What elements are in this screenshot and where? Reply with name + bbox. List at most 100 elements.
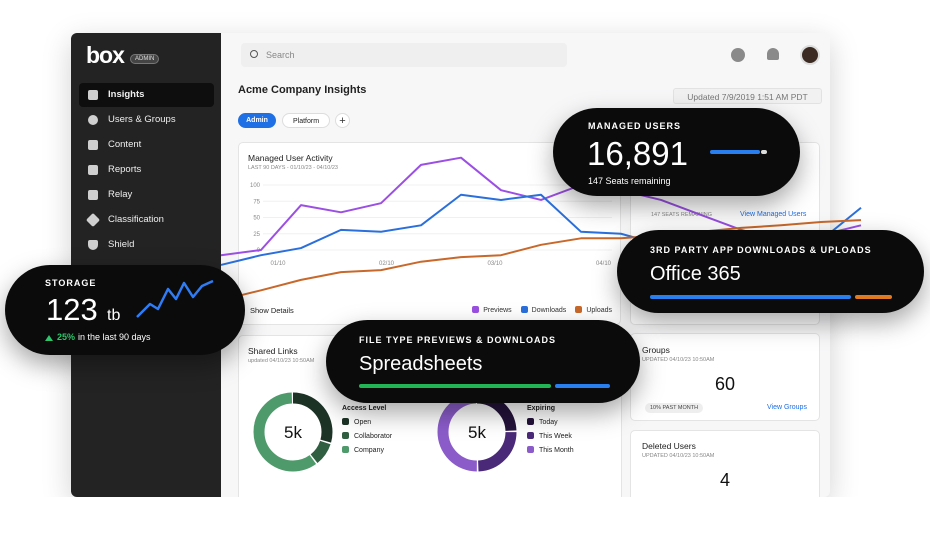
- legend-swatch: [575, 306, 583, 313]
- overlay-value: Spreadsheets: [359, 353, 483, 375]
- nav-icon: [88, 140, 98, 150]
- overlay-note: 147 Seats remaining: [588, 176, 671, 186]
- nav-item[interactable]: Classification: [79, 208, 214, 232]
- search-placeholder: Search: [266, 50, 295, 60]
- nav-item[interactable]: Shield: [79, 233, 214, 257]
- legend-item: Downloads: [520, 306, 567, 314]
- legend-label: This Month: [539, 447, 574, 454]
- search-icon: [250, 50, 258, 58]
- nav-icon: [88, 90, 98, 100]
- progress: [359, 384, 551, 388]
- legend-swatch: [472, 306, 480, 313]
- add-tab[interactable]: +: [335, 113, 350, 128]
- help-icon[interactable]: [731, 48, 745, 62]
- overlay-value: 16,891: [587, 135, 688, 172]
- activity-subtitle: LAST 90 DAYS - 01/10/23 - 04/10/23: [248, 165, 338, 171]
- legend-label: Uploads: [586, 307, 612, 314]
- nav-label: Reports: [108, 164, 142, 175]
- nav-label: Relay: [108, 189, 133, 200]
- view-groups[interactable]: View Groups: [767, 404, 807, 411]
- legend-item: Uploads: [575, 306, 612, 314]
- donut-legend: Access Level Open Collaborator Company: [342, 402, 392, 458]
- progress: [710, 150, 760, 154]
- updated-label: Updated 7/9/2019 1:51 AM PDT: [673, 88, 822, 104]
- legend-item: Today: [527, 416, 574, 430]
- legend-item: Collaborator: [342, 430, 392, 444]
- overlay-label: MANAGED USERS: [588, 121, 682, 131]
- legend: Previews Downloads Uploads: [472, 306, 612, 314]
- logo: box: [86, 42, 125, 68]
- managed-users-overlay: MANAGED USERS 16,891 147 Seats remaining: [553, 108, 800, 196]
- legend-swatch: [520, 306, 528, 313]
- bell-icon[interactable]: [767, 48, 779, 60]
- nav-label: Shield: [108, 239, 135, 250]
- nav-label: Users & Groups: [108, 114, 176, 125]
- third-party-overlay: 3RD PARTY APP DOWNLOADS & UPLOADS Office…: [617, 230, 924, 313]
- deleted-title: Deleted Users: [642, 441, 696, 451]
- show-details[interactable]: Show Details: [250, 306, 294, 315]
- legend-swatch: [527, 432, 534, 439]
- legend-item: Previews: [472, 306, 512, 314]
- legend-label: Previews: [483, 307, 512, 314]
- legend-item: This Month: [527, 444, 574, 458]
- overlay-unit: tb: [107, 307, 121, 324]
- donut-legend: Expiring Today This Week This Month: [527, 402, 574, 458]
- page-bottom: [0, 497, 930, 535]
- nav-item[interactable]: Insights: [79, 83, 214, 107]
- nav-label: Content: [108, 139, 142, 150]
- legend-swatch: [342, 418, 349, 425]
- file-type-overlay: FILE TYPE PREVIEWS & DOWNLOADS Spreadshe…: [326, 320, 640, 403]
- storage-note: in the last 90 days: [78, 332, 151, 342]
- legend-label: Company: [354, 447, 384, 454]
- up-arrow: [45, 335, 53, 341]
- shared-links-updated: updated 04/10/23 10:50AM: [248, 358, 315, 364]
- page-title: Acme Company Insights: [238, 84, 367, 96]
- nav-item[interactable]: Content: [79, 133, 214, 157]
- nav-label: Insights: [108, 89, 145, 100]
- nav-icon: [85, 212, 101, 228]
- overlay-value: 123: [46, 292, 98, 327]
- sparkline-line: [136, 279, 214, 318]
- shared-links-title: Shared Links: [248, 346, 298, 356]
- legend-label: Open: [354, 419, 372, 426]
- activity-title: Managed User Activity: [248, 153, 333, 163]
- legend-swatch: [342, 446, 349, 453]
- overlay-label: 3RD PARTY APP DOWNLOADS & UPLOADS: [650, 245, 872, 255]
- progress-rest: [555, 384, 610, 388]
- tab[interactable]: Platform: [282, 113, 330, 128]
- nav-icon: [88, 165, 98, 175]
- groups-updated: UPDATED 04/10/23 10:50AM: [642, 357, 715, 363]
- nav-label: Classification: [108, 214, 164, 225]
- view-managed-users[interactable]: View Managed Users: [740, 211, 807, 218]
- legend-item: This Week: [527, 430, 574, 444]
- legend-title: Access Level: [342, 405, 387, 412]
- search-box[interactable]: Search: [241, 43, 567, 67]
- deleted-updated: UPDATED 04/10/23 10:50AM: [642, 453, 715, 459]
- groups-value: 60: [714, 374, 736, 394]
- nav-item[interactable]: Reports: [79, 158, 214, 182]
- groups-title: Groups: [642, 345, 670, 355]
- sparkline: [136, 279, 214, 318]
- progress-rest: [761, 150, 767, 154]
- legend-title: Expiring: [527, 405, 556, 412]
- nav-item[interactable]: Users & Groups: [79, 108, 214, 132]
- legend-swatch: [342, 432, 349, 439]
- deleted-value: 4: [719, 470, 730, 490]
- overlay-value: Office 365: [650, 263, 741, 285]
- progress-rest: [855, 295, 892, 299]
- legend-swatch: [527, 446, 534, 453]
- legend-swatch: [527, 418, 534, 425]
- seats-remaining: 147 SEATS REMAINING: [651, 212, 713, 218]
- legend-item: Company: [342, 444, 392, 458]
- nav-icon: [88, 240, 98, 250]
- storage-overlay: STORAGE 123 tb 25% in the last 90 days: [5, 265, 245, 355]
- legend-label: Downloads: [531, 307, 567, 314]
- tab[interactable]: Admin: [238, 113, 276, 128]
- avatar[interactable]: [800, 45, 820, 65]
- overlay-label: STORAGE: [45, 278, 97, 288]
- legend-item: Open: [342, 416, 392, 430]
- nav-item[interactable]: Relay: [79, 183, 214, 207]
- admin-badge: ADMIN: [130, 54, 160, 64]
- legend-label: This Week: [539, 433, 572, 440]
